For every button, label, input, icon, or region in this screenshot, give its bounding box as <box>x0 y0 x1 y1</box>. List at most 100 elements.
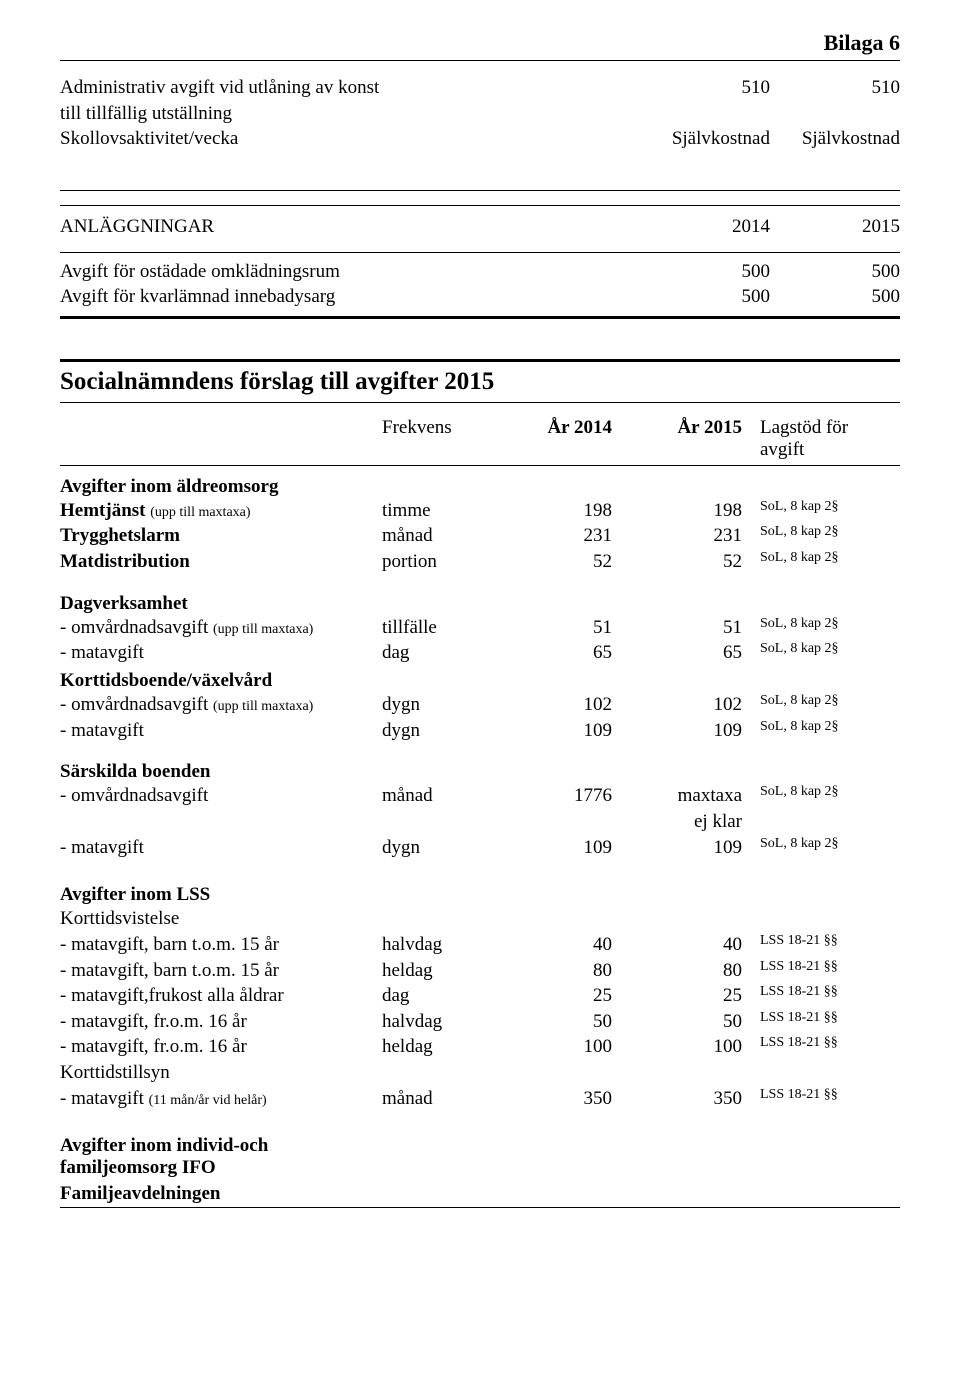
value-2015: 80 <box>612 958 742 984</box>
freq: dygn <box>382 835 482 861</box>
value-2014: 231 <box>482 523 612 549</box>
row-kort-mat: - matavgift dygn 109 109 SoL, 8 kap 2§ <box>60 718 900 744</box>
freq: dygn <box>382 692 482 718</box>
law: SoL, 8 kap 2§ <box>742 640 900 666</box>
law: SoL, 8 kap 2§ <box>742 549 900 575</box>
value-2015: 109 <box>612 835 742 861</box>
law: SoL, 8 kap 2§ <box>742 615 900 641</box>
law: SoL, 8 kap 2§ <box>742 783 900 809</box>
sublabel: (upp till maxtaxa) <box>213 699 313 714</box>
value-2015: 52 <box>612 549 742 575</box>
label: - omvårdnadsavgift <box>60 617 208 638</box>
freq: heldag <box>382 958 482 984</box>
label: Matdistribution <box>60 549 382 575</box>
value-2015: 100 <box>612 1034 742 1060</box>
value-2014: 500 <box>640 259 770 285</box>
law: LSS 18-21 §§ <box>742 1009 900 1035</box>
label: Avgift för ostädade omklädningsrum <box>60 259 640 285</box>
value-2015: 102 <box>612 692 742 718</box>
label: - omvårdnadsavgift <box>60 694 208 715</box>
value-2015-sub: ej klar <box>612 809 742 835</box>
row-admin-fee-sub: till tillfällig utställning <box>60 101 900 127</box>
law: LSS 18-21 §§ <box>742 1034 900 1060</box>
value-2015: Självkostnad <box>770 126 900 152</box>
ifo-title-1: Avgifter inom individ-och <box>60 1135 900 1157</box>
value-2014: 102 <box>482 692 612 718</box>
sublabel: (11 mån/år vid helår) <box>149 1093 267 1108</box>
row-lss-5: - matavgift, fr.o.m. 16 år heldag 100 10… <box>60 1034 900 1060</box>
row-dag-omvard: - omvårdnadsavgift (upp till maxtaxa) ti… <box>60 615 900 641</box>
ifo-sub: Familjeavdelningen <box>60 1183 900 1208</box>
law: LSS 18-21 §§ <box>742 1086 900 1112</box>
freq: halvdag <box>382 1009 482 1035</box>
row-innebady: Avgift för kvarlämnad innebadysarg 500 5… <box>60 284 900 310</box>
freq: heldag <box>382 1034 482 1060</box>
label: till tillfällig utställning <box>60 101 640 127</box>
value-2014: 80 <box>482 958 612 984</box>
col-2015: År 2015 <box>612 417 742 461</box>
label: - matavgift, fr.o.m. 16 år <box>60 1009 382 1035</box>
freq: tillfälle <box>382 615 482 641</box>
value-2015: 500 <box>770 284 900 310</box>
col-2014: År 2014 <box>482 417 612 461</box>
law: SoL, 8 kap 2§ <box>742 498 900 524</box>
label: Korttidsvistelse <box>60 906 382 932</box>
label: Hemtjänst <box>60 500 145 521</box>
lss-sub1: Korttidsvistelse <box>60 906 900 932</box>
freq: timme <box>382 498 482 524</box>
freq: månad <box>382 1086 482 1112</box>
col-frekvens: Frekvens <box>382 417 482 461</box>
value-2014: 1776 <box>482 783 612 809</box>
label: - matavgift, barn t.o.m. 15 år <box>60 958 382 984</box>
row-dag-mat: - matavgift dag 65 65 SoL, 8 kap 2§ <box>60 640 900 666</box>
value-2015: 109 <box>612 718 742 744</box>
label: Administrativ avgift vid utlåning av kon… <box>60 75 640 101</box>
label: - matavgift <box>60 835 382 861</box>
value-2015: 50 <box>612 1009 742 1035</box>
group-lss-title: Avgifter inom LSS <box>60 884 900 906</box>
value-2014: 500 <box>640 284 770 310</box>
label: - matavgift, barn t.o.m. 15 år <box>60 932 382 958</box>
row-trygghet: Trygghetslarm månad 231 231 SoL, 8 kap 2… <box>60 523 900 549</box>
group-korttidsboende-title: Korttidsboende/växelvård <box>60 670 900 692</box>
value-2014: 51 <box>482 615 612 641</box>
value-2015: 198 <box>612 498 742 524</box>
freq: dag <box>382 640 482 666</box>
value-2014: 198 <box>482 498 612 524</box>
label: - matavgift <box>60 640 382 666</box>
value-2015: 510 <box>770 75 900 101</box>
value-2014: Självkostnad <box>640 126 770 152</box>
label: - matavgift <box>60 718 382 744</box>
row-sar-mat: - matavgift dygn 109 109 SoL, 8 kap 2§ <box>60 835 900 861</box>
freq: halvdag <box>382 932 482 958</box>
value-2015: 40 <box>612 932 742 958</box>
label: - omvårdnadsavgift <box>60 783 382 809</box>
row-sar-omvard: - omvårdnadsavgift månad 1776 maxtaxa So… <box>60 783 900 809</box>
value-2014: 65 <box>482 640 612 666</box>
law: LSS 18-21 §§ <box>742 932 900 958</box>
row-sar-omvard-sub: ej klar <box>60 809 900 835</box>
row-lss-3: - matavgift,frukost alla åldrar dag 25 2… <box>60 983 900 1009</box>
label: Trygghetslarm <box>60 523 382 549</box>
sublabel: (upp till maxtaxa) <box>213 622 313 637</box>
year-2015: 2015 <box>770 214 900 240</box>
lss-sub2: Korttidstillsyn <box>60 1060 900 1086</box>
law: SoL, 8 kap 2§ <box>742 692 900 718</box>
column-headers: Frekvens År 2014 År 2015 Lagstöd för avg… <box>60 417 900 466</box>
row-matdist: Matdistribution portion 52 52 SoL, 8 kap… <box>60 549 900 575</box>
year-2014: 2014 <box>640 214 770 240</box>
group-dagverksamhet-title: Dagverksamhet <box>60 593 900 615</box>
row-admin-fee: Administrativ avgift vid utlåning av kon… <box>60 75 900 101</box>
law: SoL, 8 kap 2§ <box>742 718 900 744</box>
social-section-title: Socialnämndens förslag till avgifter 201… <box>60 359 900 403</box>
row-lss-6: - matavgift (11 mån/år vid helår) månad … <box>60 1086 900 1112</box>
value-2015: 25 <box>612 983 742 1009</box>
row-hemtjanst: Hemtjänst (upp till maxtaxa) timme 198 1… <box>60 498 900 524</box>
law: SoL, 8 kap 2§ <box>742 523 900 549</box>
label: - matavgift, fr.o.m. 16 år <box>60 1034 382 1060</box>
page-header: Bilaga 6 <box>60 30 900 61</box>
label: - matavgift <box>60 1088 144 1109</box>
col-law-line1: Lagstöd för <box>760 417 900 439</box>
row-ostadade: Avgift för ostädade omklädningsrum 500 5… <box>60 253 900 285</box>
col-law-line2: avgift <box>760 439 900 461</box>
